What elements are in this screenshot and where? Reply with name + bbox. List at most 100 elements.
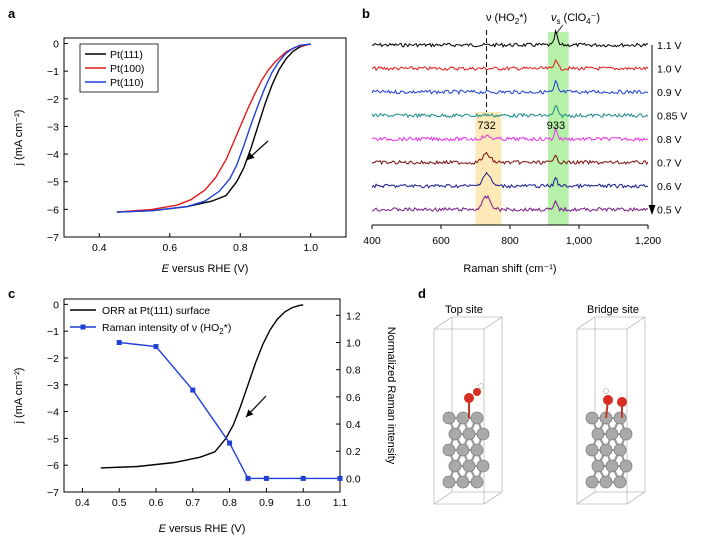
pt-atom — [585, 411, 599, 425]
panel-label-d: d — [418, 286, 426, 301]
series-line — [116, 43, 311, 213]
y-tick-label-right: 0.6 — [346, 392, 361, 404]
raman-marker — [263, 475, 269, 481]
raman-marker — [300, 475, 306, 481]
y-tick-label-right: 1.2 — [346, 310, 361, 322]
chart-c-orr-raman: 0.4 0.5 0.6 0.7 0.8 0.9 1.0 1.1 0 −1 −2 −3 −4 −5 −6 −7 0… — [13, 298, 397, 535]
x-tick-label: 0.4 — [92, 242, 107, 254]
pt-atom — [613, 411, 627, 425]
cell-edge — [626, 316, 646, 330]
pt-atom — [448, 427, 462, 441]
y-tick-label: 0 — [53, 39, 59, 51]
o-atom — [617, 397, 627, 407]
x-tick-label: 0.8 — [222, 497, 237, 509]
raman-marker — [227, 440, 233, 446]
y-tick-label-right: 0.4 — [346, 419, 361, 431]
legend-entry-orr: ORR at Pt(111) surface — [102, 305, 210, 317]
series-line — [116, 43, 311, 213]
trend-arrow — [246, 140, 269, 161]
peak-label-732: 732 — [477, 120, 495, 132]
cell-edge — [483, 316, 503, 330]
raman-marker — [337, 475, 343, 481]
pt-atom — [456, 411, 470, 425]
y-axis-label-left: j (mA cm⁻²) — [13, 368, 25, 425]
ho2-label: ν (HO2*) — [486, 12, 527, 26]
pt-atom — [448, 459, 462, 473]
cell-edge — [433, 491, 453, 505]
y-tick-label: −7 — [47, 232, 59, 244]
raman-marker — [245, 475, 251, 481]
x-tick-label: 1.1 — [333, 497, 348, 509]
pt-atom — [599, 475, 613, 489]
spectrum-line — [371, 105, 649, 119]
spectrum-line — [371, 29, 649, 48]
y-tick-label-right: 0.2 — [346, 446, 361, 458]
pt-atom — [613, 443, 627, 457]
voltage-label: 0.7 V — [657, 158, 682, 170]
legend-entry: Pt(110) — [110, 77, 144, 89]
pt-atom — [442, 475, 456, 489]
pt-atom — [462, 459, 476, 473]
legend-entry: Pt(111) — [110, 49, 143, 61]
cell-edge — [483, 491, 503, 505]
y-tick-label: −6 — [47, 204, 59, 216]
spectrum-line — [371, 58, 649, 72]
y-tick-label-left: −6 — [47, 460, 59, 472]
x-tick-label: 1.0 — [303, 242, 318, 254]
y-axis-label: j (mA cm⁻²) — [13, 110, 25, 167]
plot-frame — [63, 37, 347, 238]
pt-atom — [470, 443, 484, 457]
y-tick-label-right: 1.0 — [346, 337, 361, 349]
h-atom — [603, 388, 609, 394]
clo4-label: νs (ClO4⁻) — [551, 12, 600, 26]
y-tick-label-right: 0.8 — [346, 365, 361, 377]
panel-label-a: a — [8, 6, 16, 21]
bridge-site-structure — [576, 316, 646, 505]
x-axis-label: Raman shift (cm⁻¹) — [463, 263, 556, 275]
raman-marker — [190, 387, 196, 393]
panel-d-structures: Top site Bridge site — [433, 304, 646, 505]
y-tick-label-left: −2 — [47, 353, 59, 365]
spectrum-line — [371, 171, 649, 190]
pt-atom — [476, 427, 490, 441]
legend-marker-raman — [80, 324, 86, 330]
pt-atom — [605, 459, 619, 473]
pt-atom — [476, 459, 490, 473]
plot-frame — [63, 298, 341, 493]
cell-edge — [576, 316, 596, 330]
y-tick-label-left: −3 — [47, 380, 59, 392]
voltage-label: 1.0 V — [657, 64, 682, 76]
series-line — [116, 43, 311, 213]
y-tick-label-left: −4 — [47, 407, 59, 419]
y-tick-label: −5 — [47, 177, 59, 189]
clo4-leader — [555, 24, 564, 35]
spectrum-line — [371, 126, 649, 142]
y-tick-label-left: 0 — [53, 299, 59, 311]
y-tick-label: −3 — [47, 121, 59, 133]
voltage-label: 0.6 V — [657, 181, 682, 193]
arrow-head — [247, 152, 255, 160]
h-atom — [478, 383, 484, 389]
panel-label-b: b — [362, 6, 370, 21]
voltage-label: 1.1 V — [657, 40, 682, 52]
x-tick-label: 0.8 — [233, 242, 248, 254]
voltage-label: 0.85 V — [657, 111, 687, 123]
x-tick-label: 1.0 — [296, 497, 311, 509]
spectrum-line — [371, 151, 649, 166]
chart-b-raman: 400 600 800 1,000 1,200 Raman shift (cm⁻¹) 1.1… — [363, 12, 687, 275]
x-tick-label: 800 — [501, 235, 519, 247]
y-tick-label-left: −5 — [47, 433, 59, 445]
x-tick-label: 0.9 — [259, 497, 274, 509]
voltage-label: 0.9 V — [657, 87, 682, 99]
x-tick-label: 1,200 — [635, 235, 661, 247]
x-tick-label: 1,000 — [566, 235, 592, 247]
pt-atom — [470, 411, 484, 425]
pt-atom — [470, 475, 484, 489]
spectrum-line — [372, 194, 649, 213]
y-tick-label-left: −1 — [47, 326, 59, 338]
pt-atom — [462, 427, 476, 441]
x-tick-label: 0.5 — [112, 497, 127, 509]
legend-entry-raman: Raman intensity of ν (HO2*) — [102, 322, 231, 336]
arrow-head — [246, 409, 254, 417]
cell-edge — [576, 491, 596, 505]
